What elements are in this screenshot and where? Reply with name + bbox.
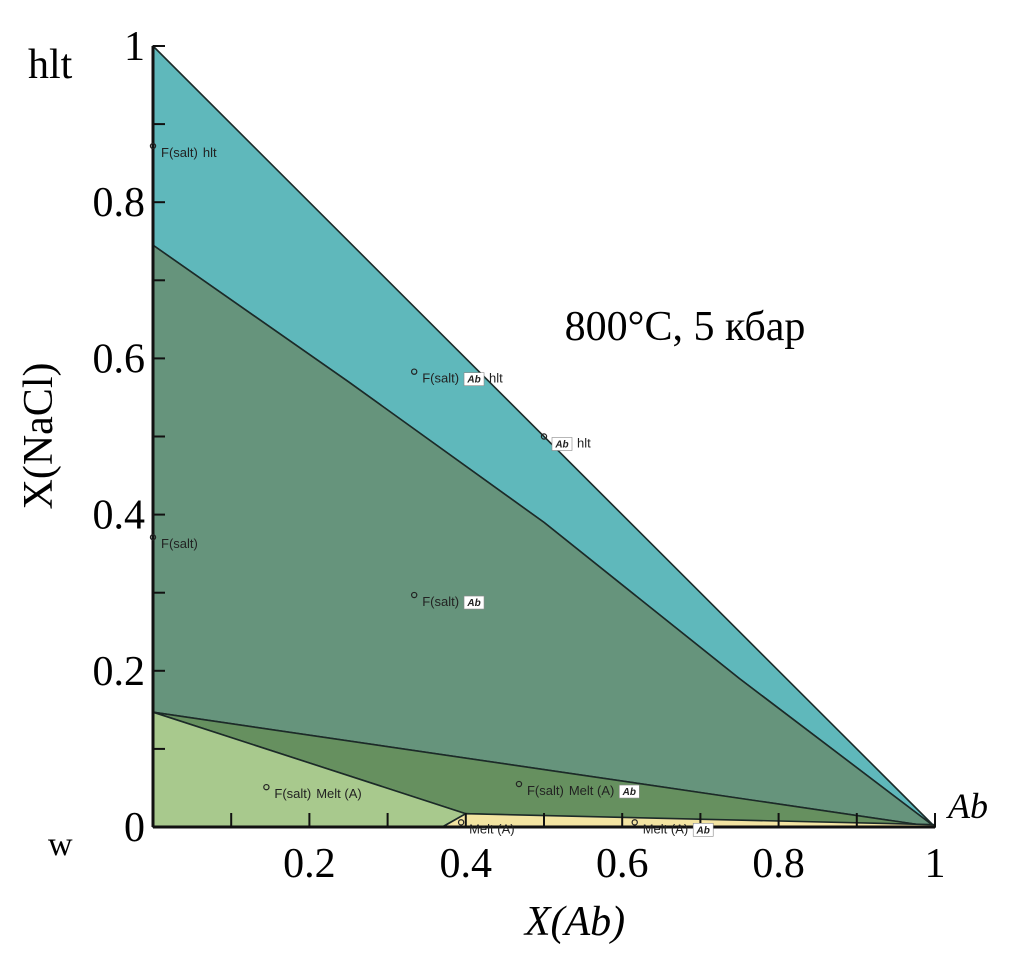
corner-label: w — [48, 826, 73, 863]
x-tick-label: 0.2 — [283, 841, 336, 887]
point — [410, 591, 418, 599]
point-label: Melt (A) — [316, 786, 362, 801]
y-tick-label: 0.4 — [93, 493, 146, 539]
point-label: Ab — [622, 787, 636, 798]
point — [149, 534, 157, 541]
axes: 0.2 0.4 0.6 0.8 1 0 0.2 0.4 0.6 0.8 1 — [93, 24, 946, 887]
corner-label: Ab — [946, 786, 988, 826]
point-label: hlt — [577, 436, 591, 451]
y-tick-label: 0.8 — [93, 180, 146, 226]
point-label: hlt — [489, 371, 503, 386]
x-tick-label: 0.6 — [596, 841, 649, 887]
point-label: F(salt) — [527, 783, 564, 798]
point — [457, 819, 465, 826]
point-label: Melt (A) — [569, 783, 615, 798]
point-label: Ab — [466, 375, 480, 386]
y-tick-label: 0.2 — [93, 649, 146, 695]
point-label: F(salt) — [161, 145, 198, 160]
point-label: F(salt) — [422, 371, 459, 386]
x-tick-label: 1 — [925, 841, 946, 887]
regions — [152, 45, 936, 828]
y-tick-label: 0.6 — [93, 336, 146, 382]
point — [540, 433, 548, 440]
point — [410, 368, 418, 375]
point-label: F(salt) — [161, 536, 198, 551]
point-label: Ab — [696, 825, 710, 836]
point-label: Melt (A) — [643, 821, 689, 836]
label-box — [619, 784, 640, 799]
label-box — [463, 372, 485, 386]
x-tick-label: 0.4 — [440, 841, 493, 887]
label-box — [463, 595, 485, 610]
point — [631, 819, 638, 826]
point — [515, 780, 523, 788]
x-tick-label: 0.8 — [752, 841, 805, 887]
point-label: Ab — [554, 440, 568, 451]
point — [149, 142, 157, 150]
annotation: 800°C, 5 кбар — [565, 304, 806, 350]
y-tick-label: 0 — [124, 805, 145, 851]
x-axis-label: X(Ab) — [523, 899, 625, 945]
point — [263, 783, 270, 791]
point-label: Melt (A) — [469, 821, 515, 836]
label-box — [692, 823, 714, 837]
point-label: F(salt) — [274, 786, 311, 801]
corner-label: hlt — [28, 42, 73, 88]
point-label: hlt — [203, 145, 217, 160]
y-tick-label: 1 — [124, 24, 145, 70]
label-box — [551, 437, 573, 451]
point-label: Ab — [466, 598, 480, 609]
point-label: F(salt) — [422, 594, 459, 609]
y-axis-label: X(NaCl) — [16, 363, 62, 510]
